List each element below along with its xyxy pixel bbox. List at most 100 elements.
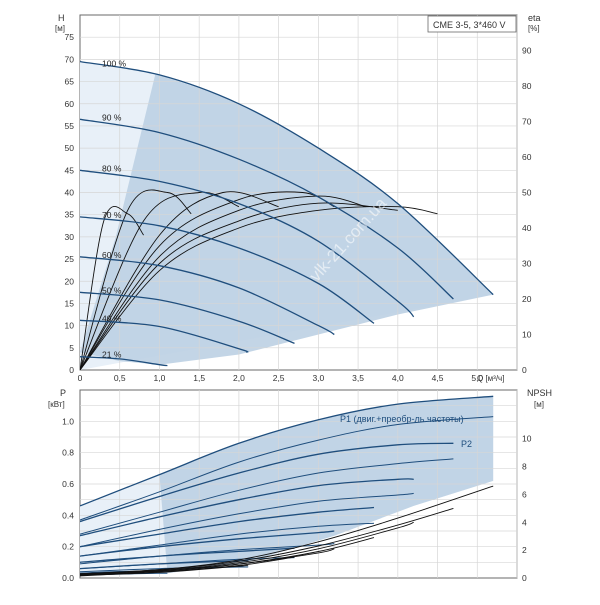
speed-label: 100 %	[102, 59, 127, 69]
y2-tick-label: 70	[522, 117, 532, 127]
y2-tick-label: 80	[522, 81, 532, 91]
efficiency-curve	[80, 189, 192, 370]
x-axis-title-q: Q [м³/ч]	[477, 374, 504, 383]
efficiency-curve	[80, 202, 398, 370]
p2-curve	[80, 416, 494, 521]
head-curve	[80, 356, 168, 367]
head-curves	[80, 60, 494, 367]
y-axis-unit-p: [кВт]	[48, 400, 65, 409]
y-tick-label: 0.2	[62, 542, 74, 552]
p2-curve	[80, 522, 375, 557]
head-efficiency-panel: 0 5 10 15 20 25 30 35 40 45 50 55 60 65 70 75 0 10 20 30 40 5…	[55, 13, 541, 383]
p1-curve	[80, 395, 494, 507]
y-axis-title-p: P	[60, 388, 66, 398]
head-curve	[80, 216, 375, 324]
efficiency-curve	[80, 191, 240, 370]
head-curve	[80, 291, 295, 345]
y-tick-label: 5	[69, 343, 74, 353]
speed-label: 50 %	[102, 285, 122, 295]
y2-axis-title-eta: eta	[528, 13, 541, 23]
speed-label: 90 %	[102, 112, 122, 122]
y-axis-unit-h: [м]	[55, 24, 65, 33]
power-npsh-panel: 0.0 0.2 0.4 0.6 0.8 1.0 0 2 4 6 8 10 P [кВт] NPSH […	[48, 388, 552, 583]
y2-tick-label: 10	[522, 330, 532, 340]
y-tick-label: 60	[65, 99, 75, 109]
p1-curve	[80, 506, 375, 548]
npsh-curve	[80, 507, 454, 575]
efficiency-curve	[80, 191, 279, 370]
y-tick-label: 70	[65, 54, 75, 64]
y-axis-title-h: H	[58, 13, 65, 23]
speed-label: 21 %	[102, 350, 122, 360]
efficiency-curve	[80, 206, 438, 370]
y-tick-label: 40	[65, 188, 75, 198]
x-tick-label: 5,0	[471, 373, 483, 383]
p1-label: P1 (двиг.+преобр-ль частоты)	[340, 414, 464, 424]
efficiency-curve	[80, 206, 144, 370]
head-curve	[80, 319, 249, 353]
x-tick-label: 0	[78, 373, 83, 383]
p2-curve	[80, 543, 335, 565]
y2-tick-label: 6	[522, 489, 527, 499]
y2-axis-unit-eta: [%]	[528, 24, 540, 33]
power-curves	[80, 395, 494, 576]
y-tick-label: 0.0	[62, 573, 74, 583]
head-curve	[80, 118, 454, 300]
efficiency-curves	[80, 189, 438, 370]
npsh-curve	[80, 548, 335, 575]
x-tick-label: 3,5	[352, 373, 364, 383]
y-tick-label: 10	[65, 321, 75, 331]
y2-tick-label: 0	[522, 573, 527, 583]
head-curve	[80, 60, 494, 296]
p1-curve	[80, 547, 295, 563]
x-tick-label: 1,0	[154, 373, 166, 383]
head-axes: 0 5 10 15 20 25 30 35 40 45 50 55 60 65 70 75 0 10 20 30 40 5…	[65, 32, 532, 383]
y-tick-label: 15	[65, 298, 75, 308]
efficiency-curve	[80, 195, 367, 370]
x-tick-label: 2,5	[273, 373, 285, 383]
head-curve	[80, 256, 335, 336]
x-tick-label: 3,0	[312, 373, 324, 383]
y2-tick-label: 60	[522, 152, 532, 162]
y2-tick-label: 8	[522, 462, 527, 472]
head-curve	[80, 169, 415, 318]
speed-label: 40 %	[102, 313, 122, 323]
y2-tick-label: 0	[522, 365, 527, 375]
y-tick-label: 0.6	[62, 479, 74, 489]
y-tick-label: 45	[65, 165, 75, 175]
x-tick-label: 0,5	[114, 373, 126, 383]
y-tick-label: 65	[65, 77, 75, 87]
y2-tick-label: 20	[522, 294, 532, 304]
x-tick-label: 4,0	[392, 373, 404, 383]
power-axes: 0.0 0.2 0.4 0.6 0.8 1.0 0 2 4 6 8 10	[62, 416, 532, 583]
model-label: CME 3-5, 3*460 V	[433, 20, 506, 30]
p2-label: P2	[461, 439, 472, 449]
p1-curve	[80, 478, 414, 537]
efficiency-curve	[80, 191, 335, 370]
model-label-box	[427, 15, 517, 33]
y-tick-label: 30	[65, 232, 75, 242]
y2-tick-label: 50	[522, 188, 532, 198]
power-grid	[80, 390, 518, 578]
speed-label: 70 %	[102, 210, 122, 220]
x-tick-label: 2,0	[233, 373, 245, 383]
npsh-curve	[80, 569, 168, 577]
y-tick-label: 1.0	[62, 416, 74, 426]
npsh-curve	[80, 521, 414, 575]
y-tick-label: 55	[65, 121, 75, 131]
y2-axis-title-npsh: NPSH	[527, 388, 552, 398]
y2-axis-unit-npsh: [м]	[534, 400, 544, 409]
y-tick-label: 0.8	[62, 448, 74, 458]
y-tick-label: 0	[69, 365, 74, 375]
speed-label: 60 %	[102, 250, 122, 260]
speed-labels: 100 % 90 % 80 % 70 % 60 % 50 % 40 % 21 %	[102, 59, 127, 360]
y-tick-label: 50	[65, 143, 75, 153]
p1-curve	[80, 442, 454, 523]
y-tick-label: 20	[65, 276, 75, 286]
p2-curve	[80, 492, 414, 548]
y-tick-label: 0.4	[62, 510, 74, 520]
p1-curve	[80, 530, 335, 557]
y2-tick-label: 4	[522, 517, 527, 527]
